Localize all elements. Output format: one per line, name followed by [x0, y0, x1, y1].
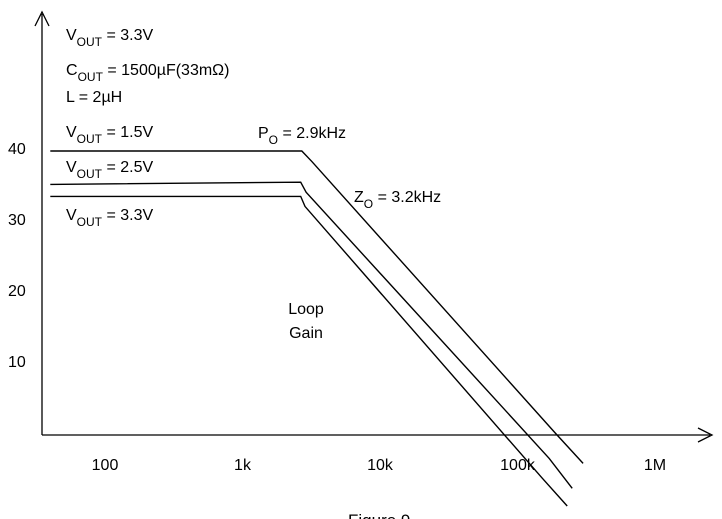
y-tick-label: 30: [8, 212, 26, 229]
condition-inductor: L = 2µH: [66, 89, 122, 106]
loop-gain-label-line2: Gain: [289, 325, 323, 342]
y-tick-label: 20: [8, 283, 26, 300]
series-label-1v5: VOUT = 1.5V: [66, 124, 153, 146]
y-tick-label: 10: [8, 354, 26, 371]
y-tick-label: 40: [8, 141, 26, 158]
condition-vout: VOUT = 3.3V: [66, 27, 153, 49]
gain-curve-series-2: [50, 181, 573, 489]
pole-annotation: PO = 2.9kHz: [258, 125, 346, 147]
y-axis-arrow: [34, 10, 50, 27]
y-tick-labels: 10 20 30 40: [8, 141, 26, 371]
series-label-3v3: VOUT = 3.3V: [66, 207, 153, 229]
gain-curve-series-3: [50, 195, 568, 507]
figure-caption: Figure 9: [348, 511, 410, 519]
loop-gain-label-line1: Loop: [288, 301, 324, 318]
condition-cout: COUT = 1500µF(33mΩ): [66, 62, 229, 84]
series-label-2v5: VOUT = 2.5V: [66, 159, 153, 181]
x-axis-arrow: [697, 427, 714, 443]
x-tick-label: 1M: [644, 457, 666, 474]
x-tick-label: 10k: [367, 457, 394, 474]
x-tick-label: 100: [92, 457, 119, 474]
x-tick-label: 1k: [234, 457, 252, 474]
gain-curve-series-1: [50, 150, 584, 464]
zero-annotation: ZO = 3.2kHz: [354, 189, 441, 211]
gain-curves: [50, 150, 584, 507]
